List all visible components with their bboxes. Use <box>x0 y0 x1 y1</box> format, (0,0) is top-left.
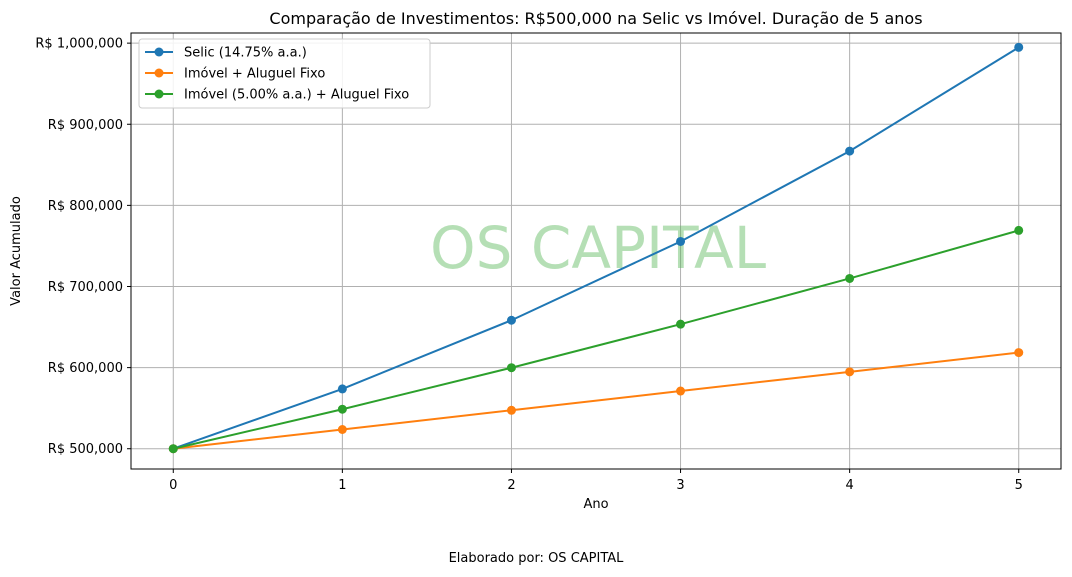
series-2-point <box>676 386 686 396</box>
series-group <box>168 42 1024 454</box>
x-tick-label: 4 <box>845 478 853 493</box>
legend-marker-2 <box>154 68 164 78</box>
legend-label-3: Imóvel (5.00% a.a.) + Aluguel Fixo <box>184 88 409 103</box>
series-1-point <box>1014 42 1024 52</box>
series-3-point <box>676 319 686 329</box>
series-line-3 <box>173 229 1020 450</box>
series-2-point <box>845 367 855 377</box>
series-3-point <box>1014 225 1024 235</box>
y-axis: R$ 500,000 R$ 600,000 R$ 700,000 R$ 800,000… <box>35 37 131 457</box>
legend-label-1: Selic (14.75% a.a.) <box>184 46 307 61</box>
y-axis-label: Valor Acumulado <box>9 196 24 306</box>
x-tick-label: 2 <box>507 478 515 493</box>
y-tick-label: R$ 700,000 <box>48 280 123 295</box>
series-line-2 <box>173 351 1019 450</box>
series-1-point <box>845 146 855 156</box>
series-2-point <box>1014 348 1024 358</box>
series-1-point <box>337 384 347 394</box>
y-tick-label: R$ 500,000 <box>48 442 123 457</box>
y-tick-label: R$ 900,000 <box>48 118 123 133</box>
watermark-text: OS CAPITAL <box>430 214 766 282</box>
plot-frame <box>130 32 1062 470</box>
series-3-point <box>506 363 516 373</box>
series-3-point <box>845 273 855 283</box>
x-axis-label: Ano <box>583 497 608 512</box>
legend-marker-1 <box>154 47 164 57</box>
series-2-point <box>506 405 516 415</box>
y-tick-label: R$ 800,000 <box>48 199 123 214</box>
series-line-1 <box>172 46 1020 450</box>
series-1-point <box>676 236 686 246</box>
x-tick-label: 5 <box>1015 478 1023 493</box>
legend-label-2: Imóvel + Aluguel Fixo <box>184 67 325 82</box>
legend-box <box>138 38 431 109</box>
x-tick-label: 1 <box>338 478 346 493</box>
footer-credit: Elaborado por: OS CAPITAL <box>448 551 624 566</box>
legend-marker-3 <box>154 89 164 99</box>
legend: Selic (14.75% a.a.) Imóvel + Aluguel Fixo… <box>138 38 431 109</box>
x-tick-label: 0 <box>169 478 177 493</box>
series-1-point <box>506 315 516 325</box>
y-tick-label: R$ 1,000,000 <box>35 37 123 52</box>
y-tick-label: R$ 600,000 <box>48 361 123 376</box>
chart-title: Comparação de Investimentos: R$500,000 n… <box>269 9 922 28</box>
x-tick-label: 3 <box>676 478 684 493</box>
series-3-point <box>337 404 347 414</box>
series-2-point <box>337 424 347 434</box>
series-3-point <box>168 444 178 454</box>
x-axis: 0 1 2 3 4 5 <box>169 469 1023 493</box>
